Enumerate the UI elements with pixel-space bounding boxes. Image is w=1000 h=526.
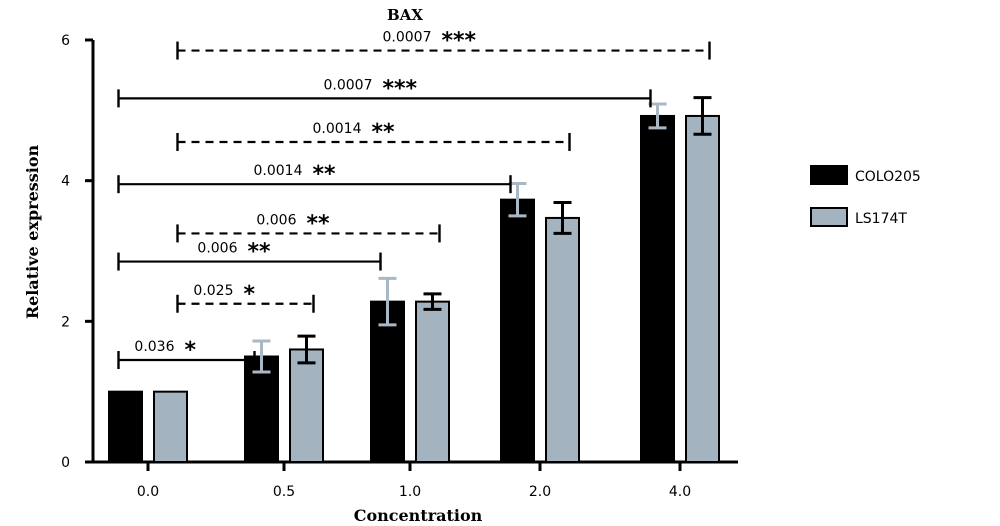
p-value-label: 0.036 [134, 339, 174, 355]
significance-stars: * [244, 282, 256, 307]
bar-ls174t-0 [153, 390, 188, 463]
legend: COLO205 LS174T [810, 165, 921, 227]
significance-stars: ** [313, 162, 337, 187]
p-value-label: 0.0007 [324, 77, 373, 93]
y-tick-label-0: 0 [61, 455, 70, 471]
error-bar-colo205-2 [378, 276, 397, 327]
p-value-label: 0.0007 [383, 30, 432, 46]
bar-ls174t-3 [545, 216, 580, 463]
legend-label-ls174t: LS174T [855, 211, 907, 227]
bar-colo205-2 [370, 300, 405, 464]
y-tick-label-6: 6 [61, 33, 70, 49]
bar-colo205-1 [244, 355, 279, 463]
x-axis-label: Concentration [354, 506, 483, 525]
significance-bracket-7: 0.0007 *** [176, 29, 711, 60]
legend-swatch-ls174t [810, 207, 848, 227]
x-tick-label-0: 0.0 [137, 484, 159, 500]
significance-bracket-4: 0.0014 ** [117, 162, 512, 194]
x-tick-label-3: 2.0 [529, 484, 551, 500]
y-tick-label-4: 4 [61, 174, 70, 190]
legend-swatch-colo205 [810, 165, 848, 185]
x-tick-label-2: 1.0 [399, 484, 421, 500]
significance-stars: ** [307, 211, 331, 236]
error-bar-ls174t-3 [553, 200, 572, 235]
significance-bracket-6: 0.0007 *** [117, 76, 652, 108]
error-bar-ls174t-1 [297, 334, 316, 365]
x-tick-label-4: 4.0 [669, 484, 691, 500]
significance-bracket-3: 0.006 ** [176, 211, 441, 243]
bar-colo205-3 [500, 198, 535, 463]
significance-stars: ** [248, 240, 272, 265]
y-tick-label-2: 2 [61, 314, 70, 330]
legend-label-colo205: COLO205 [855, 169, 921, 185]
x-tick-label-1: 0.5 [273, 484, 295, 500]
bar-ls174t-2 [415, 300, 450, 464]
significance-bracket-2: 0.006 ** [117, 240, 382, 271]
significance-bracket-0: 0.036 * [117, 338, 256, 370]
bar-colo205-0 [108, 390, 143, 463]
p-value-label: 0.0014 [313, 121, 362, 137]
significance-stars: *** [383, 76, 418, 101]
bar-colo205-4 [640, 114, 675, 464]
significance-bracket-5: 0.0014 ** [176, 120, 571, 151]
error-bar-ls174t-4 [693, 96, 712, 136]
significance-stars: *** [442, 29, 477, 54]
error-bar-colo205-1 [252, 339, 271, 374]
p-value-label: 0.0014 [254, 163, 303, 179]
significance-stars: * [185, 338, 197, 363]
p-value-label: 0.025 [193, 283, 233, 299]
bar-ls174t-1 [289, 348, 324, 464]
p-value-label: 0.006 [256, 212, 296, 228]
chart-title: BAX [387, 6, 423, 24]
p-value-label: 0.006 [197, 241, 237, 257]
significance-bracket-1: 0.025 * [176, 282, 315, 313]
error-bar-ls174t-2 [423, 292, 442, 311]
y-axis-label: Relative expression [23, 144, 42, 319]
bar-ls174t-4 [685, 114, 720, 464]
significance-stars: ** [372, 120, 396, 145]
